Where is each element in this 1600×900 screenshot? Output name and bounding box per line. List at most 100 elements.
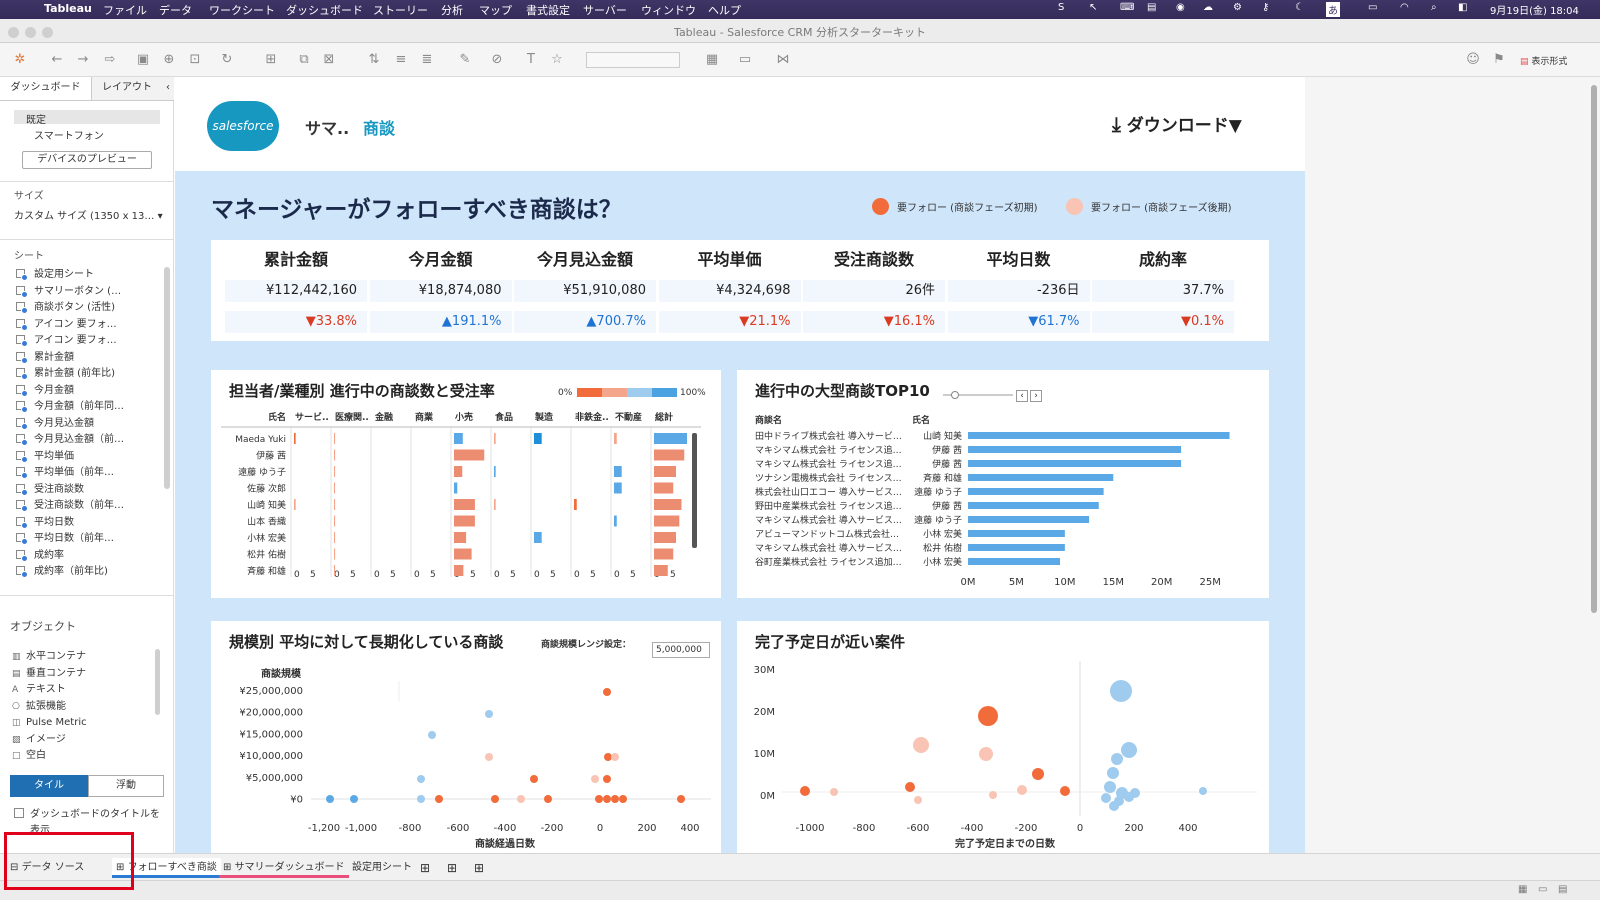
sheet-item[interactable]: 平均日数 xyxy=(16,515,74,531)
tab-data-source[interactable]: ⊟ データ ソース xyxy=(6,858,88,878)
menu-file[interactable]: ファイル xyxy=(103,4,147,17)
tab-dashboard[interactable]: ダッシュボード xyxy=(0,77,92,101)
object-item[interactable]: ▨ イメージ xyxy=(12,732,66,748)
sheet-item[interactable]: 平均単価 xyxy=(16,449,74,465)
show-cards-icon[interactable]: ▦ xyxy=(705,52,719,67)
tile-toggle[interactable]: タイル xyxy=(10,775,88,797)
device-phone[interactable]: スマートフォン xyxy=(34,131,104,142)
grid-view-icon[interactable]: ▦ xyxy=(1518,884,1528,895)
next-icon[interactable]: › xyxy=(1030,390,1042,402)
sheet-item[interactable]: 平均単価（前年… xyxy=(16,465,114,481)
object-item[interactable]: A テキスト xyxy=(12,682,66,698)
tray-ime-icon[interactable]: あ xyxy=(1326,2,1340,17)
new-story-icon[interactable]: ⊞ xyxy=(474,861,485,875)
minimize-window-button[interactable] xyxy=(25,27,36,38)
device-preview-button[interactable]: デバイスのプレビュー xyxy=(22,151,152,169)
duplicate-icon[interactable]: ⧉ xyxy=(299,52,309,67)
menu-format[interactable]: 書式設定 xyxy=(526,4,570,17)
tray-cloud-icon[interactable]: ☁ xyxy=(1203,2,1213,13)
fit-dropdown[interactable] xyxy=(586,52,680,68)
sheet-item[interactable]: 受注商談数 xyxy=(16,482,84,498)
menu-analysis[interactable]: 分析 xyxy=(441,4,463,17)
tab-summary-dashboard[interactable]: ⊞ サマリーダッシュボード xyxy=(219,858,349,878)
presentation-icon[interactable]: ▭ xyxy=(738,52,752,67)
sheet-item[interactable]: 今月金額 xyxy=(16,383,74,399)
pause-updates-icon[interactable]: ⊡ xyxy=(189,52,201,67)
menu-map[interactable]: マップ xyxy=(479,4,512,17)
sheet-list-scrollbar[interactable] xyxy=(164,267,170,489)
tray-check-icon[interactable]: ◉ xyxy=(1176,2,1185,13)
close-window-button[interactable] xyxy=(8,27,19,38)
redo-icon[interactable]: → xyxy=(77,52,89,67)
tray-wifi-icon[interactable]: ◠ xyxy=(1400,2,1409,13)
sheet-item[interactable]: 今月見込金額（前… xyxy=(16,432,124,448)
object-item[interactable]: □ 空白 xyxy=(12,748,46,764)
tray-s-icon[interactable]: S xyxy=(1058,2,1065,13)
swap-icon[interactable]: ⇅ xyxy=(368,52,380,67)
tab-follow-deals[interactable]: ⊞ フォローすべき商談 xyxy=(112,858,221,878)
menu-app-name[interactable]: Tableau xyxy=(44,2,92,15)
new-dashboard-icon[interactable]: ⊞ xyxy=(447,861,458,875)
menu-dashboard[interactable]: ダッシュボード xyxy=(286,4,363,17)
menu-worksheet[interactable]: ワークシート xyxy=(209,4,275,17)
tray-battery-icon[interactable]: ▭ xyxy=(1368,2,1378,13)
sheet-item[interactable]: 受注商談数（前年… xyxy=(16,498,124,514)
tab-layout[interactable]: レイアウト xyxy=(92,77,162,101)
accessibility-icon[interactable]: ☺ xyxy=(1466,52,1480,67)
object-item[interactable]: ▥ 水平コンテナ xyxy=(12,649,86,665)
sheet-item[interactable]: 今月金額（前年同… xyxy=(16,399,124,415)
tray-moon-icon[interactable]: ☾ xyxy=(1295,2,1304,13)
film-view-icon[interactable]: ▭ xyxy=(1538,884,1548,895)
sort-asc-icon[interactable]: ≡ xyxy=(395,52,407,67)
sheet-item[interactable]: アイコン 要フォ… xyxy=(16,333,117,349)
save-icon[interactable]: ▣ xyxy=(136,52,150,67)
sheet-item[interactable]: 商談ボタン (活性) xyxy=(16,300,115,316)
menu-story[interactable]: ストーリー xyxy=(373,4,428,17)
tab-view-icon[interactable]: ▤ xyxy=(1558,884,1568,895)
highlight-icon[interactable]: ✎ xyxy=(459,52,471,67)
tray-key-icon[interactable]: ⚷ xyxy=(1262,2,1270,13)
sheet-item[interactable]: 累計金額 xyxy=(16,350,74,366)
tray-cursor-icon[interactable]: ↖ xyxy=(1089,2,1098,13)
top10-slider-handle[interactable] xyxy=(951,391,959,399)
collapse-panel-icon[interactable]: ‹ xyxy=(162,77,174,101)
menu-server[interactable]: サーバー xyxy=(583,4,627,17)
show-title-checkbox[interactable]: ダッシュボードのタイトルを xyxy=(14,805,160,820)
object-item[interactable]: ⎔ 拡張機能 xyxy=(12,699,66,715)
share-icon[interactable]: ⋈ xyxy=(776,52,790,67)
top10-slider-track[interactable] xyxy=(943,394,1013,396)
sheet-item[interactable]: サマリーボタン (… xyxy=(16,284,121,300)
canvas-scrollbar[interactable] xyxy=(1591,85,1597,613)
prev-icon[interactable]: ‹ xyxy=(1016,390,1028,402)
new-sheet-icon[interactable]: ⊞ xyxy=(420,861,431,875)
nav-summary-button[interactable]: サマ.. xyxy=(305,119,350,138)
group-icon[interactable]: ⊘ xyxy=(491,52,503,67)
sort-desc-icon[interactable]: ≣ xyxy=(421,52,433,67)
object-item[interactable]: ▤ 垂直コンテナ xyxy=(12,666,86,682)
menu-window[interactable]: ウィンドウ xyxy=(641,4,696,17)
tray-clipboard-icon[interactable]: ▤ xyxy=(1147,2,1157,13)
replay-icon[interactable]: ⇨ xyxy=(104,52,116,67)
tableau-logo-icon[interactable]: ✲ xyxy=(14,52,26,67)
show-me-button[interactable]: ▤ 表示形式 xyxy=(1520,54,1567,67)
float-toggle[interactable]: 浮動 xyxy=(88,775,164,797)
sheet-item[interactable]: 累計金額 (前年比) xyxy=(16,366,115,382)
download-button[interactable]: ⤓ ダウンロード▼ xyxy=(1112,111,1242,136)
sheet-item[interactable]: アイコン 要フォ… xyxy=(16,317,117,333)
undo-icon[interactable]: ← xyxy=(51,52,63,67)
object-item[interactable]: ◫ Pulse Metric xyxy=(12,715,87,731)
new-worksheet-icon[interactable]: ⊞ xyxy=(265,52,277,67)
tab-settings-sheet[interactable]: 設定用シート xyxy=(352,862,412,873)
range-input[interactable]: 5,000,000 xyxy=(652,642,710,658)
sign-icon[interactable]: ⚑ xyxy=(1493,52,1505,67)
tray-keyboard-icon[interactable]: ⌨ xyxy=(1120,2,1135,13)
sheet-item[interactable]: 平均日数（前年… xyxy=(16,531,114,547)
object-list-scrollbar[interactable] xyxy=(155,649,160,715)
size-dropdown[interactable]: カスタム サイズ (1350 x 13… ▾ xyxy=(14,207,163,222)
sheet-item[interactable]: 設定用シート xyxy=(16,267,94,283)
sheet-item[interactable]: 成約率（前年比) xyxy=(16,564,108,579)
sheet-item[interactable]: 成約率 xyxy=(16,548,64,564)
menu-help[interactable]: ヘルプ xyxy=(708,4,741,17)
refresh-icon[interactable]: ↻ xyxy=(221,52,233,67)
pin-icon[interactable]: ☆ xyxy=(551,52,563,67)
